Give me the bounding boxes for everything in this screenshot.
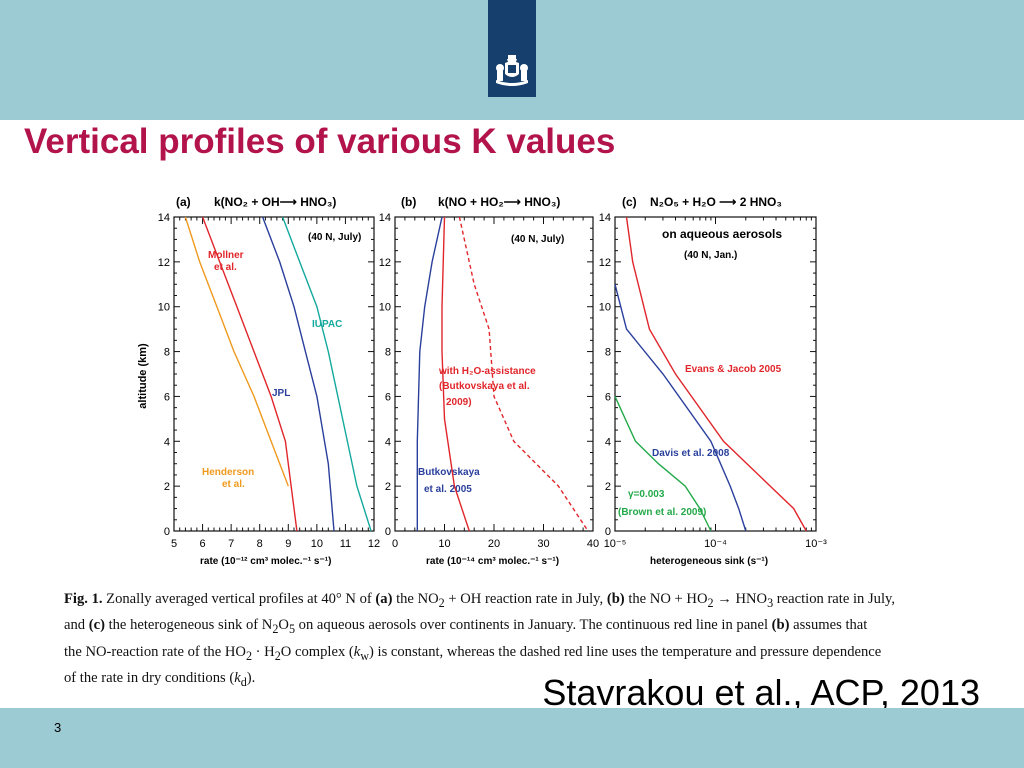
- series-line-1-3: [261, 216, 335, 532]
- panel-b-note: (40 N, July): [511, 234, 564, 245]
- x-tick-label: 5: [171, 538, 177, 550]
- y-tick-label: 12: [379, 257, 391, 269]
- y-tick-label: 10: [158, 302, 170, 314]
- y-tick-label: 6: [164, 391, 170, 403]
- y-tick-label: 14: [379, 212, 391, 224]
- panel-c-note2: (40 N, Jan.): [684, 250, 737, 261]
- data-curves: [184, 216, 807, 532]
- label-butk-1: Butkovskaya: [418, 467, 480, 478]
- y-tick-label: 12: [599, 257, 611, 269]
- series-line-1-2: [201, 216, 298, 532]
- y-tick-label: 2: [164, 481, 170, 493]
- y-tick-label: 2: [605, 481, 611, 493]
- panel-a-note: (40 N, July): [308, 232, 361, 243]
- y-tick-label: 10: [379, 302, 391, 314]
- label-h2o-2: (Butkovskaya et al.: [439, 381, 530, 392]
- y-tick-label: 6: [605, 391, 611, 403]
- x-tick-label: 10: [438, 538, 450, 550]
- page-number: 3: [54, 720, 62, 735]
- label-h2o-1: with H₂O-assistance: [438, 366, 536, 377]
- panel-c-heading: N₂O₅ + H₂O ⟶ 2 HNO₃: [650, 195, 782, 209]
- caption-line-3: the NO-reaction rate of the HO2 · H2O co…: [64, 643, 882, 663]
- label-jpl: JPL: [272, 388, 290, 399]
- panel-c-tag: (c): [622, 195, 637, 209]
- label-butk-2: et al. 2005: [424, 484, 472, 495]
- panel-b-xlabel: rate (10⁻¹⁴ cm³ molec.⁻¹ s⁻¹): [426, 556, 559, 567]
- government-logo: [488, 0, 536, 97]
- figure-caption: Fig. 1. Zonally averaged vertical profil…: [64, 588, 914, 694]
- y-tick-label: 4: [605, 436, 611, 448]
- coat-of-arms-icon: [496, 55, 528, 86]
- panel-b-heading: k(NO + HO₂⟶ HNO₃): [438, 195, 560, 209]
- label-mollner-1: Mollner: [208, 250, 244, 261]
- label-gamma-2: (Brown et al. 2009): [618, 507, 706, 518]
- caption-line-1: Fig. 1. Zonally averaged vertical profil…: [64, 591, 895, 610]
- caption-line-4: of the rate in dry conditions (kd).: [64, 670, 256, 690]
- label-evans: Evans & Jacob 2005: [685, 364, 782, 375]
- caption-line-2: and (c) the heterogeneous sink of N2O5 o…: [64, 617, 868, 637]
- y-tick-label: 12: [158, 257, 170, 269]
- y-tick-label: 8: [164, 347, 170, 359]
- y-tick-label: 0: [164, 526, 170, 538]
- panel-c-xlabel: heterogeneous sink (s⁻¹): [650, 556, 768, 567]
- footer-band: [0, 708, 1024, 768]
- y-tick-label: 6: [385, 391, 391, 403]
- panel-a-heading: k(NO₂ + OH⟶ HNO₃): [214, 195, 336, 209]
- citation-credit: Stavrakou et al., ACP, 2013: [542, 672, 980, 713]
- y-axis-label: altitude (km): [137, 343, 149, 409]
- series-line-3-3: [614, 396, 712, 532]
- series-line-2-2: [441, 216, 470, 532]
- label-henderson-1: Henderson: [202, 467, 254, 478]
- panel-b-tag: (b): [401, 195, 416, 209]
- x-tick-label: 40: [587, 538, 599, 550]
- label-iupac: IUPAC: [312, 319, 342, 330]
- label-h2o-3: 2009): [446, 397, 472, 408]
- y-tick-label: 0: [605, 526, 611, 538]
- y-tick-label: 4: [385, 436, 391, 448]
- y-tick-label: 4: [164, 436, 170, 448]
- panel-a-xlabel: rate (10⁻¹² cm³ molec.⁻¹ s⁻¹): [200, 556, 331, 567]
- label-mollner-2: et al.: [214, 262, 237, 273]
- series-line-1-1: [184, 216, 289, 487]
- series-line-1-4: [281, 216, 372, 532]
- series-line-3-1: [625, 216, 807, 532]
- x-tick-label: 12: [368, 538, 380, 550]
- y-tick-label: 8: [385, 347, 391, 359]
- y-tick-label: 2: [385, 481, 391, 493]
- x-tick-label: 6: [200, 538, 206, 550]
- x-tick-label: 0: [392, 538, 398, 550]
- panel-a-frame: [173, 216, 375, 532]
- series-line-2-3: [458, 216, 589, 532]
- x-tick-label: 20: [488, 538, 500, 550]
- panel-a-tag: (a): [176, 195, 191, 209]
- x-tick-label: 30: [537, 538, 549, 550]
- x-tick-label: 9: [285, 538, 291, 550]
- figure: altitude (km) (a) k(NO₂ + OH⟶ HNO₃) (b) …: [137, 195, 827, 567]
- x-tick-label: 10⁻⁴: [704, 538, 727, 550]
- y-tick-label: 10: [599, 302, 611, 314]
- series-line-3-2: [614, 284, 747, 532]
- label-davis: Davis et al. 2008: [652, 448, 730, 459]
- y-tick-label: 8: [605, 347, 611, 359]
- y-tick-label: 14: [599, 212, 611, 224]
- x-tick-label: 11: [340, 538, 351, 550]
- panel-c-note: on aqueous aerosols: [662, 227, 782, 241]
- x-tick-label: 7: [228, 538, 234, 550]
- label-gamma-1: γ=0.003: [628, 489, 665, 500]
- x-tick-label: 10⁻³: [805, 538, 827, 550]
- slide-title: Vertical profiles of various K values: [24, 122, 616, 161]
- x-tick-label: 8: [257, 538, 263, 550]
- series-line-2-1: [416, 216, 443, 531]
- x-tick-label: 10⁻⁵: [604, 538, 627, 550]
- label-henderson-2: et al.: [222, 479, 245, 490]
- y-tick-label: 0: [385, 526, 391, 538]
- x-tick-label: 10: [311, 538, 323, 550]
- header-band: [0, 0, 1024, 120]
- y-tick-label: 14: [158, 212, 170, 224]
